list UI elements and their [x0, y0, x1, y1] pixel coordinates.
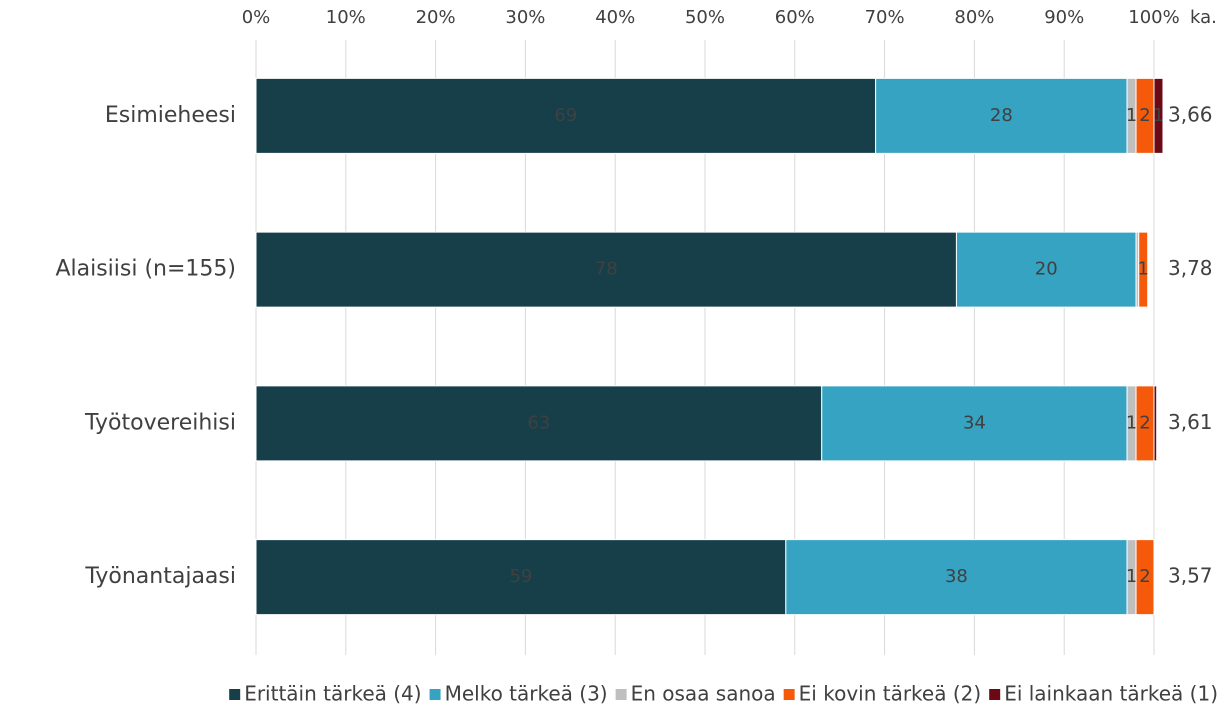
data-label: 34: [963, 412, 986, 433]
data-label: 28: [990, 105, 1013, 126]
x-tick-label: 60%: [775, 7, 815, 28]
data-label: 1: [1126, 566, 1137, 587]
x-tick-label: 40%: [595, 7, 635, 28]
data-label: 1: [1126, 105, 1137, 126]
bar-segment: [255, 77, 877, 154]
legend-label: Ei lainkaan tärkeä (1): [1004, 682, 1218, 706]
legend-label: Erittäin tärkeä (4): [244, 682, 421, 706]
x-tick-label: 80%: [954, 7, 994, 28]
x-tick-label: 100%: [1128, 7, 1179, 28]
average-label: 3,61: [1168, 410, 1213, 434]
bar-segment: [1135, 539, 1155, 616]
category-label: Työnantajaasi: [84, 564, 236, 589]
data-label: 2: [1139, 412, 1150, 433]
data-label: 38: [945, 566, 968, 587]
data-label: 59: [509, 566, 532, 587]
category-label: Työtovereihisi: [84, 410, 236, 435]
data-label: 63: [527, 412, 550, 433]
bar-segment: [785, 539, 1128, 616]
category-label: Alaisiisi (n=155): [55, 257, 236, 282]
category-label: Esimieheesi: [105, 103, 236, 128]
average-label: 3,66: [1168, 102, 1213, 126]
data-label: 1: [1126, 412, 1137, 433]
data-label: 2: [1139, 566, 1150, 587]
legend-label: Melko tärkeä (3): [445, 682, 608, 706]
legend-label: Ei kovin tärkeä (2): [799, 682, 982, 706]
legend-swatch: [229, 689, 241, 700]
legend-label: En osaa sanoa: [631, 682, 776, 706]
bar-segment: [255, 539, 787, 616]
legend-swatch: [989, 689, 1001, 700]
data-label: 20: [1035, 259, 1058, 280]
bar-segment: [875, 77, 1128, 154]
x-tick-label: 70%: [865, 7, 905, 28]
bar-segment: [255, 385, 823, 462]
x-tick-label: 90%: [1044, 7, 1084, 28]
average-label: 3,57: [1168, 564, 1213, 588]
legend-swatch: [615, 689, 627, 700]
bar-segment: [1153, 385, 1158, 462]
data-label: 69: [554, 105, 577, 126]
x-tick-label: 10%: [326, 7, 366, 28]
data-label: 1: [1137, 259, 1148, 280]
average-header: ka.: [1190, 7, 1217, 28]
bar-segment: [1153, 77, 1164, 154]
x-tick-label: 50%: [685, 7, 725, 28]
bar-segment: [821, 385, 1128, 462]
data-label: 2: [1139, 105, 1150, 126]
bar-segment: [1138, 231, 1149, 308]
x-tick-label: 30%: [505, 7, 545, 28]
legend-swatch: [429, 689, 441, 700]
bar-segment: [255, 231, 957, 308]
average-label: 3,78: [1168, 256, 1213, 280]
data-label: 1: [1153, 105, 1164, 126]
legend-swatch: [783, 689, 795, 700]
x-tick-label: 0%: [242, 7, 271, 28]
data-label: 78: [595, 259, 618, 280]
bar-segment: [955, 231, 1137, 308]
x-tick-label: 20%: [416, 7, 456, 28]
